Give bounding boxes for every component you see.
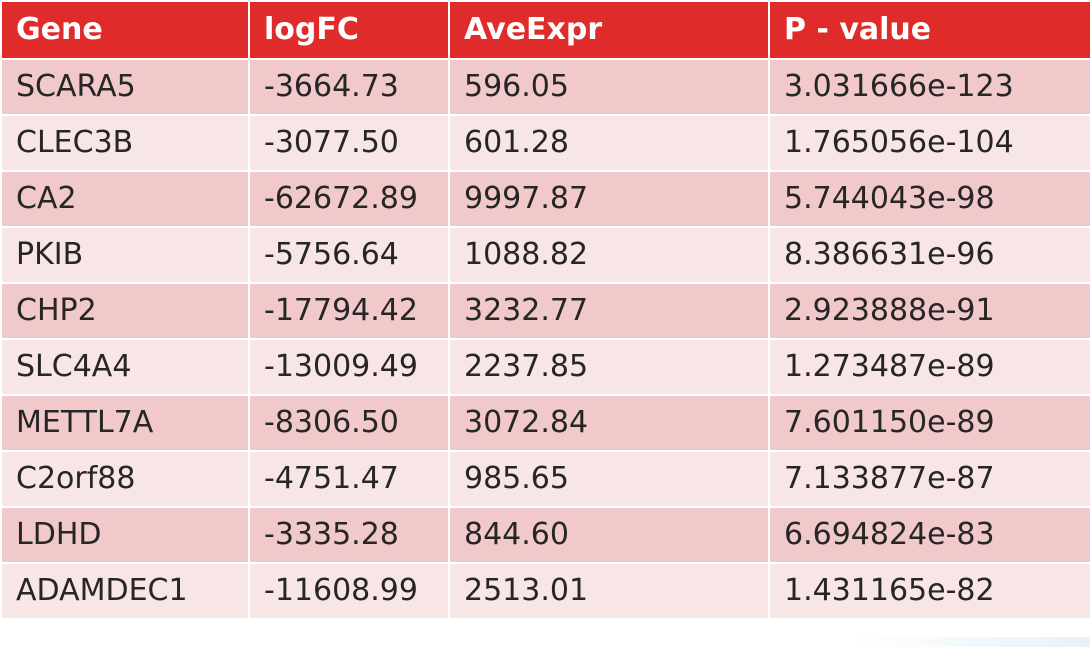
p-value-cell: 1.273487e-89 xyxy=(768,338,1090,396)
gene-cell: LDHD xyxy=(0,506,250,564)
logfc-cell: -8306.50 xyxy=(248,394,450,452)
p-value-cell: 5.744043e-98 xyxy=(768,170,1090,228)
gene-cell: SLC4A4 xyxy=(0,338,250,396)
table-row: LDHD -3335.28 844.60 6.694824e-83 xyxy=(0,506,1090,564)
logfc-cell: -3077.50 xyxy=(248,114,450,172)
gene-expression-table: Gene logFC AveExpr P - value SCARA5 -3664… xyxy=(0,0,1090,620)
table-row: METTL7A -8306.50 3072.84 7.601150e-89 xyxy=(0,394,1090,452)
logfc-cell: -62672.89 xyxy=(248,170,450,228)
table-row: CA2 -62672.89 9997.87 5.744043e-98 xyxy=(0,170,1090,228)
p-value-cell: 8.386631e-96 xyxy=(768,226,1090,284)
gene-cell: PKIB xyxy=(0,226,250,284)
gene-cell: CHP2 xyxy=(0,282,250,340)
table-row: C2orf88 -4751.47 985.65 7.133877e-87 xyxy=(0,450,1090,508)
gene-cell: METTL7A xyxy=(0,394,250,452)
gene-cell: SCARA5 xyxy=(0,58,250,116)
aveexpr-cell: 596.05 xyxy=(448,58,770,116)
table-row: PKIB -5756.64 1088.82 8.386631e-96 xyxy=(0,226,1090,284)
column-header-gene: Gene xyxy=(0,0,250,60)
aveexpr-cell: 985.65 xyxy=(448,450,770,508)
table-row: CHP2 -17794.42 3232.77 2.923888e-91 xyxy=(0,282,1090,340)
logfc-cell: -17794.42 xyxy=(248,282,450,340)
gene-cell: CLEC3B xyxy=(0,114,250,172)
aveexpr-cell: 3232.77 xyxy=(448,282,770,340)
logfc-cell: -3664.73 xyxy=(248,58,450,116)
p-value-cell: 7.601150e-89 xyxy=(768,394,1090,452)
logfc-cell: -11608.99 xyxy=(248,562,450,620)
table-header-row: Gene logFC AveExpr P - value xyxy=(0,0,1090,60)
slide-edge-fade xyxy=(850,637,1090,647)
table-row: CLEC3B -3077.50 601.28 1.765056e-104 xyxy=(0,114,1090,172)
table-body: SCARA5 -3664.73 596.05 3.031666e-123 CLEC3B -… xyxy=(0,58,1090,620)
aveexpr-cell: 9997.87 xyxy=(448,170,770,228)
table-row: ADAMDEC1 -11608.99 2513.01 1.431165e-82 xyxy=(0,562,1090,620)
aveexpr-cell: 1088.82 xyxy=(448,226,770,284)
logfc-cell: -4751.47 xyxy=(248,450,450,508)
p-value-cell: 6.694824e-83 xyxy=(768,506,1090,564)
table-row: SLC4A4 -13009.49 2237.85 1.273487e-89 xyxy=(0,338,1090,396)
logfc-cell: -13009.49 xyxy=(248,338,450,396)
p-value-cell: 3.031666e-123 xyxy=(768,58,1090,116)
gene-cell: C2orf88 xyxy=(0,450,250,508)
aveexpr-cell: 2513.01 xyxy=(448,562,770,620)
column-header-p-value: P - value xyxy=(768,0,1090,60)
p-value-cell: 1.431165e-82 xyxy=(768,562,1090,620)
p-value-cell: 7.133877e-87 xyxy=(768,450,1090,508)
gene-cell: CA2 xyxy=(0,170,250,228)
aveexpr-cell: 844.60 xyxy=(448,506,770,564)
column-header-logfc: logFC xyxy=(248,0,450,60)
p-value-cell: 2.923888e-91 xyxy=(768,282,1090,340)
aveexpr-cell: 2237.85 xyxy=(448,338,770,396)
column-header-aveexpr: AveExpr xyxy=(448,0,770,60)
logfc-cell: -5756.64 xyxy=(248,226,450,284)
aveexpr-cell: 3072.84 xyxy=(448,394,770,452)
aveexpr-cell: 601.28 xyxy=(448,114,770,172)
p-value-cell: 1.765056e-104 xyxy=(768,114,1090,172)
logfc-cell: -3335.28 xyxy=(248,506,450,564)
gene-cell: ADAMDEC1 xyxy=(0,562,250,620)
table-row: SCARA5 -3664.73 596.05 3.031666e-123 xyxy=(0,58,1090,116)
